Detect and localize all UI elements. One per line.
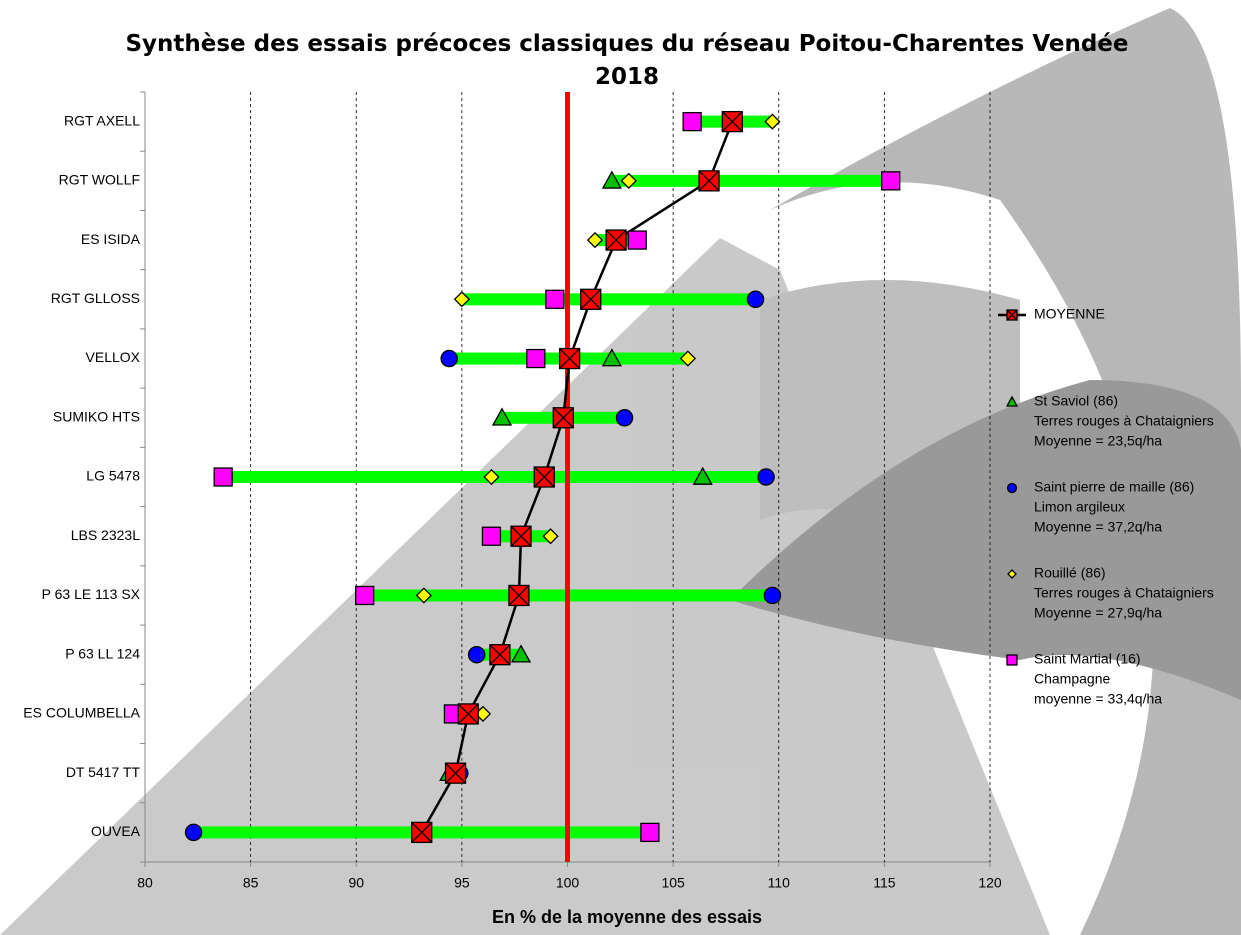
marker (534, 467, 554, 487)
marker (441, 350, 457, 366)
marker-box (683, 113, 701, 131)
marker (764, 587, 780, 603)
marker (747, 291, 763, 307)
marker (882, 172, 900, 190)
page: En % de la moyenne des essais 80 85 90 95 10… (0, 0, 1241, 935)
marker (1008, 484, 1017, 493)
y-tick-label: RGT WOLLF (59, 172, 140, 188)
marker (469, 647, 485, 663)
y-tick-label: P 63 LE 113 SX (42, 586, 141, 602)
y-tick-label: LBS 2323L (71, 527, 140, 543)
marker (1007, 310, 1017, 320)
marker (511, 526, 531, 546)
marker (581, 289, 601, 309)
legend-detail: Champagne (1034, 671, 1110, 687)
marker (606, 230, 626, 250)
x-tick-label: 100 (556, 875, 580, 891)
chart: En % de la moyenne des essais 80 85 90 95 10… (0, 0, 1241, 935)
marker (553, 408, 573, 428)
marker (214, 468, 232, 486)
legend-detail: Limon argileux (1034, 499, 1125, 515)
legend-label: Rouillé (86) (1034, 565, 1106, 581)
x-tick-label: 80 (137, 875, 153, 891)
marker (628, 231, 646, 249)
legend-detail: Moyenne = 27,9q/ha (1034, 605, 1162, 621)
x-tick-label: 115 (873, 875, 896, 891)
x-tick-label: 90 (348, 875, 364, 891)
marker (412, 822, 432, 842)
marker (185, 824, 201, 840)
marker-box (356, 586, 374, 604)
marker (722, 112, 742, 132)
range-bar (612, 175, 891, 187)
x-tick-label: 110 (768, 875, 791, 891)
marker (356, 586, 374, 604)
x-tick-label: 105 (661, 875, 685, 891)
marker (758, 469, 774, 485)
marker (458, 704, 478, 724)
marker-box (628, 231, 646, 249)
legend-label: Saint pierre de maille (86) (1034, 479, 1194, 495)
marker (699, 171, 719, 191)
legend-label: MOYENNE (1034, 306, 1105, 322)
legend-detail: Moyenne = 23,5q/ha (1034, 433, 1162, 449)
marker (560, 349, 580, 369)
marker-box (882, 172, 900, 190)
marker (490, 645, 510, 665)
marker (1007, 655, 1017, 665)
marker-box (1007, 655, 1017, 665)
marker (616, 410, 632, 426)
y-tick-label: RGT AXELL (64, 112, 140, 128)
chart-title: Synthèse des essais précoces classiques … (110, 28, 1144, 94)
marker (509, 585, 529, 605)
marker (482, 527, 500, 545)
legend-label: St Saviol (86) (1034, 393, 1118, 409)
marker-box (527, 350, 545, 368)
legend-detail: Moyenne = 37,2q/ha (1034, 519, 1162, 535)
y-tick-label: DT 5417 TT (66, 764, 141, 780)
marker (546, 290, 564, 308)
marker (527, 350, 545, 368)
marker-box (482, 527, 500, 545)
range-bar (462, 293, 756, 305)
x-tick-label: 85 (243, 875, 259, 891)
y-tick-label: P 63 LL 124 (65, 645, 140, 661)
legend-label: Saint Martial (16) (1034, 651, 1141, 667)
marker (641, 823, 659, 841)
legend-detail: Terres rouges à Chataigniers (1034, 585, 1214, 601)
y-tick-label: ES COLUMBELLA (23, 705, 140, 721)
marker-box (641, 823, 659, 841)
y-tick-label: LG 5478 (86, 468, 140, 484)
x-tick-label: 95 (454, 875, 470, 891)
y-tick-label: OUVEA (91, 823, 141, 839)
y-tick-label: VELLOX (86, 349, 141, 365)
x-tick-label: 120 (978, 875, 1002, 891)
legend-detail: Terres rouges à Chataigniers (1034, 413, 1214, 429)
marker (683, 113, 701, 131)
y-tick-label: SUMIKO HTS (53, 408, 140, 424)
y-tick-label: ES ISIDA (81, 231, 141, 247)
legend-detail: moyenne = 33,4q/ha (1034, 691, 1162, 707)
y-tick-label: RGT GLLOSS (51, 290, 140, 306)
marker (446, 763, 466, 783)
marker-box (546, 290, 564, 308)
marker-box (214, 468, 232, 486)
x-axis-label: En % de la moyenne des essais (492, 907, 762, 927)
